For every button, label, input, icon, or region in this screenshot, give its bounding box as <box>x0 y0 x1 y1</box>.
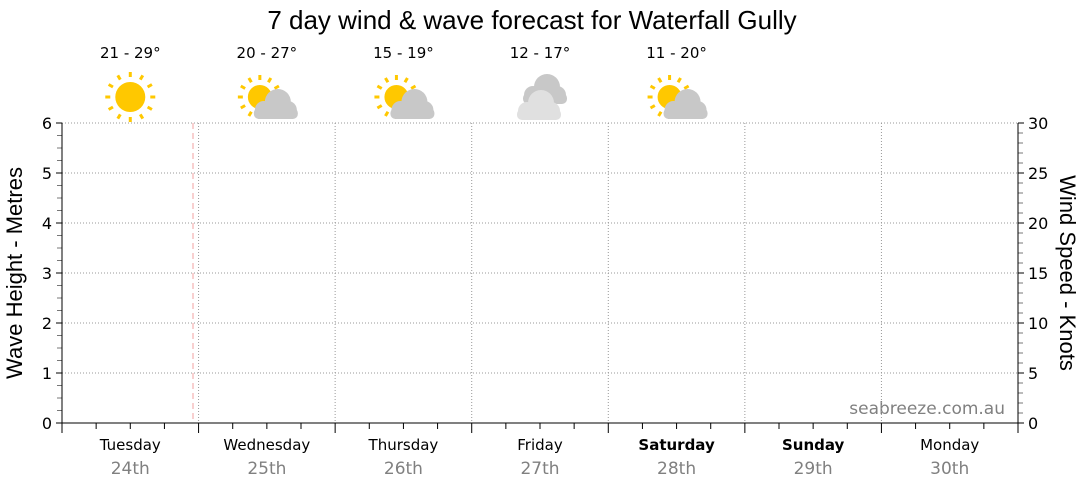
x-date-label: 28th <box>657 459 696 479</box>
x-day-label: Monday <box>920 436 979 454</box>
y-left-tick-label: 5 <box>42 164 52 183</box>
temperature-range: 12 - 17° <box>510 44 571 62</box>
y-right-tick-label: 10 <box>1028 314 1048 333</box>
y-left-tick-label: 0 <box>42 414 52 433</box>
y-right-tick-label: 30 <box>1028 114 1048 133</box>
chart-title: 7 day wind & wave forecast for Waterfall… <box>267 5 796 35</box>
sunny-icon <box>105 72 156 122</box>
x-date-label: 29th <box>794 459 833 479</box>
temperature-range: 20 - 27° <box>237 44 298 62</box>
x-day-label: Tuesday <box>99 436 161 454</box>
temperature-range: 15 - 19° <box>373 44 434 62</box>
y-left-tick-label: 3 <box>42 264 52 283</box>
y-right-tick-label: 0 <box>1028 414 1038 433</box>
partly-cloudy-icon <box>647 75 708 119</box>
x-date-label: 25th <box>247 459 286 479</box>
y-left-tick-label: 2 <box>42 314 52 333</box>
x-date-label: 24th <box>111 459 150 479</box>
x-day-label: Sunday <box>782 436 845 454</box>
x-date-label: 26th <box>384 459 423 479</box>
y-left-tick-label: 1 <box>42 364 52 383</box>
partly-cloudy-icon <box>374 75 435 119</box>
y-axis-right-label: Wind Speed - Knots <box>1055 175 1080 371</box>
y-right-tick-label: 20 <box>1028 214 1048 233</box>
y-right-tick-label: 25 <box>1028 164 1048 183</box>
x-date-label: 30th <box>930 459 969 479</box>
cloudy-icon <box>517 74 567 120</box>
x-day-label: Friday <box>517 436 563 454</box>
x-day-label: Wednesday <box>223 436 310 454</box>
partly-cloudy-icon <box>237 75 298 119</box>
y-left-tick-label: 6 <box>42 114 52 133</box>
x-date-label: 27th <box>520 459 559 479</box>
temperature-range: 11 - 20° <box>646 44 707 62</box>
temperature-range: 21 - 29° <box>100 44 161 62</box>
watermark: seabreeze.com.au <box>849 399 1005 419</box>
y-left-tick-label: 4 <box>42 214 52 233</box>
x-day-label: Thursday <box>368 436 439 454</box>
x-day-label: Saturday <box>638 436 715 454</box>
y-right-tick-label: 15 <box>1028 264 1048 283</box>
y-right-tick-label: 5 <box>1028 364 1038 383</box>
y-axis-left-label: Wave Height - Metres <box>2 167 27 379</box>
